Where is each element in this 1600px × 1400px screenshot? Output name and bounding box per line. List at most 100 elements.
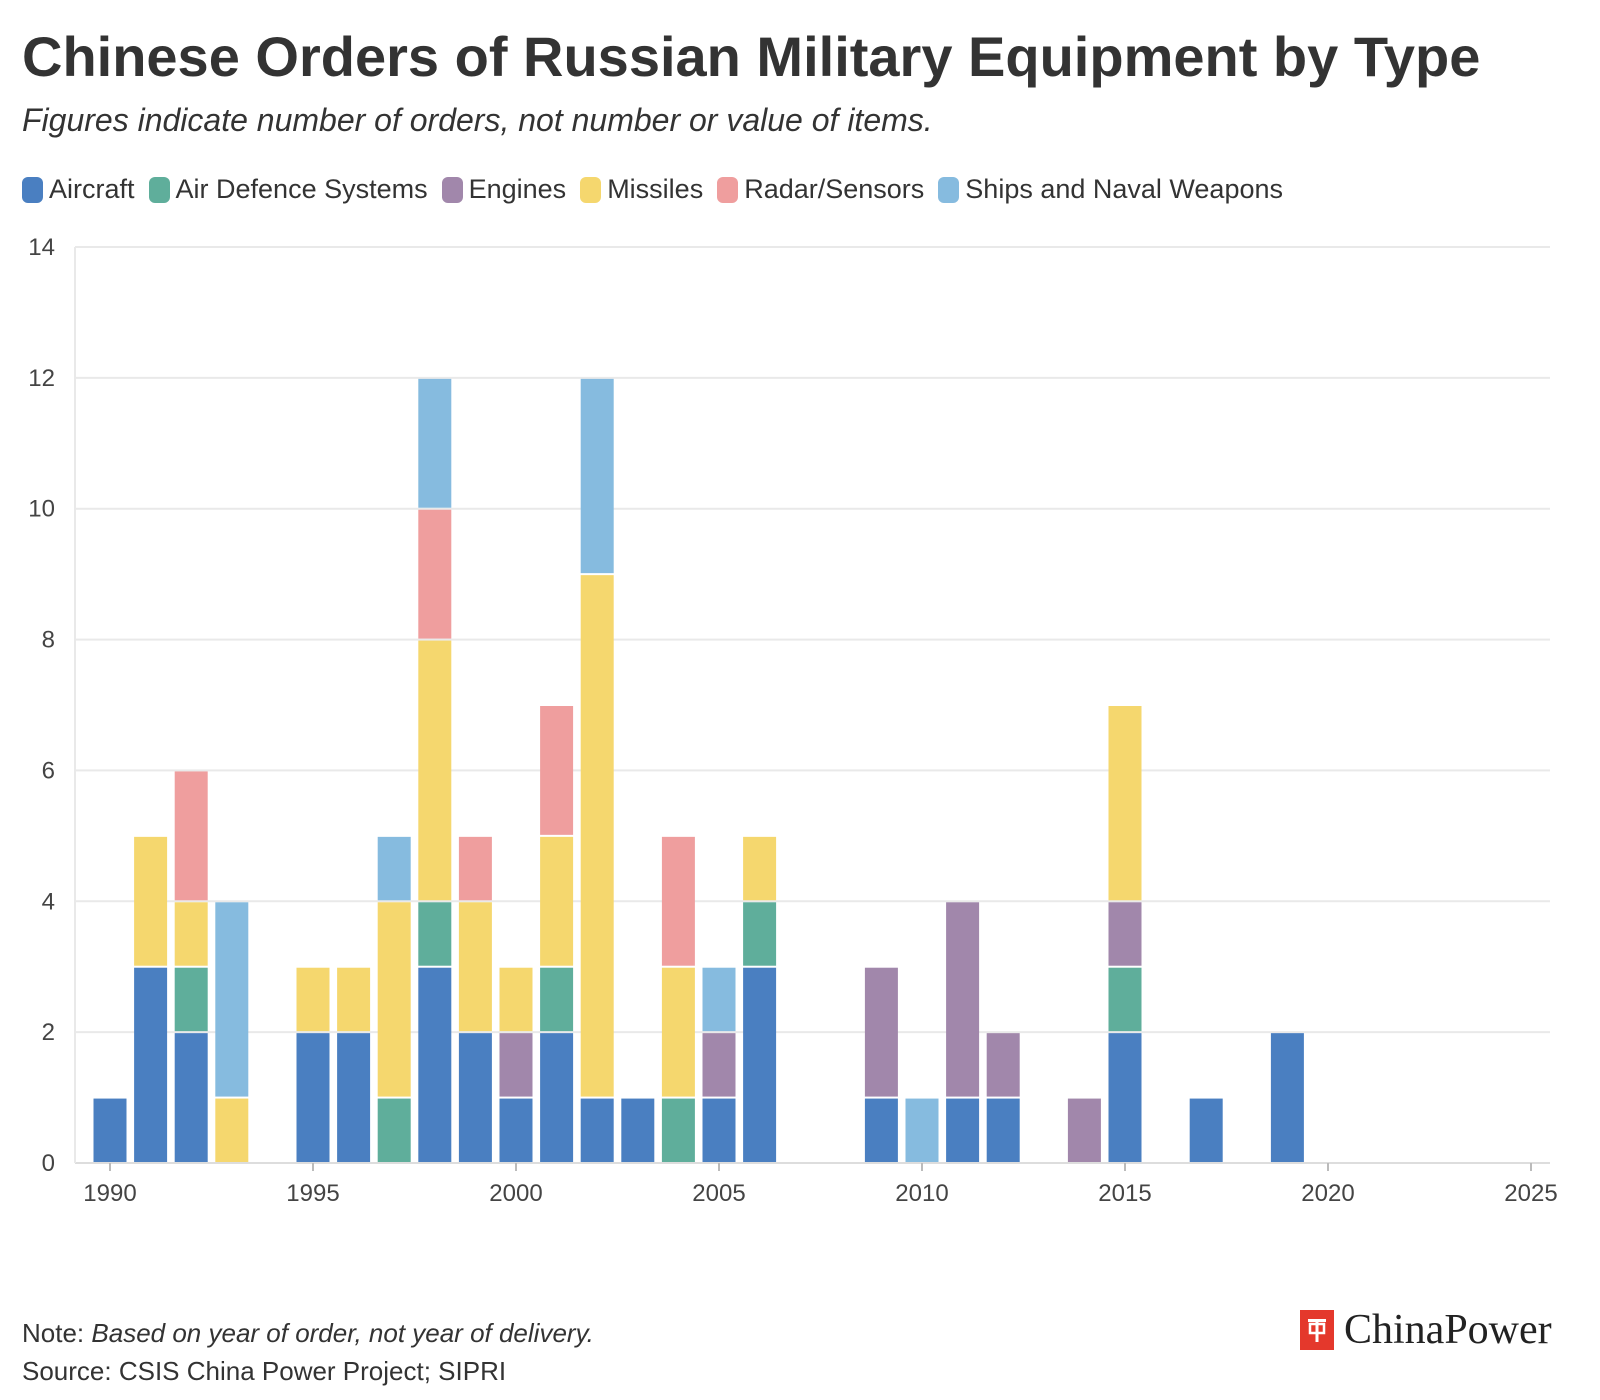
y-tick-label: 6 xyxy=(42,757,55,784)
bar-1991-0[interactable] xyxy=(134,967,168,1162)
x-tick-label: 2005 xyxy=(692,1180,745,1207)
legend-label: Aircraft xyxy=(49,174,135,204)
bar-1991-3[interactable] xyxy=(134,836,168,966)
x-tick-label: 2010 xyxy=(895,1180,948,1207)
chinapower-logo: ChinaPower xyxy=(1300,1306,1552,1354)
x-tick-label: 2000 xyxy=(489,1180,542,1207)
bar-2011-0[interactable] xyxy=(946,1098,980,1162)
bar-1998-1[interactable] xyxy=(418,902,452,966)
x-tick-label: 1990 xyxy=(83,1180,136,1207)
bar-1992-3[interactable] xyxy=(174,902,208,966)
bar-1996-0[interactable] xyxy=(337,1033,371,1162)
bar-1999-0[interactable] xyxy=(458,1033,492,1162)
note-label: Note: xyxy=(22,1318,85,1348)
y-tick-label: 12 xyxy=(28,365,55,392)
x-tick-label: 2025 xyxy=(1504,1180,1557,1207)
bar-1999-4[interactable] xyxy=(458,836,492,901)
y-tick-label: 10 xyxy=(28,496,55,523)
bar-1999-3[interactable] xyxy=(458,902,492,1032)
bar-2015-3[interactable] xyxy=(1108,706,1142,901)
legend-swatch xyxy=(938,176,960,203)
bar-2006-0[interactable] xyxy=(743,967,777,1162)
bar-2002-3[interactable] xyxy=(580,575,614,1097)
note-text: Based on year of order, not year of deli… xyxy=(91,1318,594,1348)
x-tick-label: 1995 xyxy=(286,1180,339,1207)
legend-item-3[interactable]: Missiles xyxy=(580,174,703,205)
legend-swatch xyxy=(441,176,463,203)
legend-item-5[interactable]: Ships and Naval Weapons xyxy=(938,174,1283,205)
bar-2015-1[interactable] xyxy=(1108,967,1142,1032)
chinapower-mark-icon xyxy=(1300,1310,1334,1350)
bar-2005-0[interactable] xyxy=(702,1098,736,1162)
bar-1995-0[interactable] xyxy=(296,1033,330,1162)
legend-label: Air Defence Systems xyxy=(175,174,428,204)
bar-2005-5[interactable] xyxy=(702,967,736,1032)
bar-1992-1[interactable] xyxy=(174,967,208,1032)
bar-2004-1[interactable] xyxy=(661,1098,695,1162)
legend-swatch xyxy=(148,176,170,203)
bar-2017-0[interactable] xyxy=(1189,1098,1223,1162)
bar-2001-3[interactable] xyxy=(540,836,574,966)
bar-2001-1[interactable] xyxy=(540,967,574,1032)
bar-2002-0[interactable] xyxy=(580,1098,614,1162)
bar-1997-1[interactable] xyxy=(377,1098,411,1162)
bar-1998-0[interactable] xyxy=(418,967,452,1162)
legend-swatch xyxy=(580,176,602,203)
y-tick-label: 4 xyxy=(42,888,55,915)
logo-text: ChinaPower xyxy=(1344,1307,1552,1353)
legend: Aircraft Air Defence Systems Engines Missil… xyxy=(22,174,1297,205)
chart-subtitle: Figures indicate number of orders, not n… xyxy=(22,102,933,138)
bar-1990-0[interactable] xyxy=(93,1098,127,1162)
bar-2004-4[interactable] xyxy=(661,836,695,966)
bar-2006-1[interactable] xyxy=(743,902,777,966)
bar-1998-3[interactable] xyxy=(418,640,452,901)
legend-item-0[interactable]: Aircraft xyxy=(22,174,135,205)
bar-2015-2[interactable] xyxy=(1108,902,1142,966)
bar-2005-2[interactable] xyxy=(702,1033,736,1097)
bar-1998-4[interactable] xyxy=(418,509,452,639)
bar-1993-5[interactable] xyxy=(215,902,249,1097)
x-tick-label: 2020 xyxy=(1301,1180,1354,1207)
bar-2002-5[interactable] xyxy=(580,378,614,574)
legend-item-4[interactable]: Radar/Sensors xyxy=(717,174,924,205)
y-tick-label: 8 xyxy=(42,627,55,654)
y-tick-label: 2 xyxy=(42,1019,55,1046)
bar-2000-2[interactable] xyxy=(499,1033,533,1097)
bar-2014-2[interactable] xyxy=(1067,1098,1101,1162)
note: Note: Based on year of order, not year o… xyxy=(22,1318,594,1349)
bar-2003-0[interactable] xyxy=(621,1098,655,1162)
bar-1992-0[interactable] xyxy=(174,1033,208,1162)
bar-1996-3[interactable] xyxy=(337,967,371,1032)
legend-label: Radar/Sensors xyxy=(744,174,925,204)
legend-swatch xyxy=(22,176,43,203)
legend-item-2[interactable]: Engines xyxy=(441,174,566,205)
bar-1992-4[interactable] xyxy=(174,771,208,901)
bar-1997-5[interactable] xyxy=(377,836,411,901)
bar-2001-4[interactable] xyxy=(540,706,574,835)
bar-2015-0[interactable] xyxy=(1108,1033,1142,1162)
chart-title: Chinese Orders of Russian Military Equip… xyxy=(22,25,1481,88)
bar-2006-3[interactable] xyxy=(743,836,777,901)
bar-1998-5[interactable] xyxy=(418,378,452,508)
y-tick-label: 14 xyxy=(28,234,55,261)
legend-label: Ships and Naval Weapons xyxy=(965,174,1283,204)
bar-2009-2[interactable] xyxy=(864,967,898,1097)
legend-label: Missiles xyxy=(607,174,704,204)
bar-2000-3[interactable] xyxy=(499,967,533,1032)
bar-1997-3[interactable] xyxy=(377,902,411,1097)
legend-swatch xyxy=(717,176,739,203)
bar-2000-0[interactable] xyxy=(499,1098,533,1162)
bar-2012-2[interactable] xyxy=(986,1033,1020,1097)
bar-2012-0[interactable] xyxy=(986,1098,1020,1162)
bar-2011-2[interactable] xyxy=(946,902,980,1097)
y-tick-label: 0 xyxy=(42,1150,55,1177)
bar-2010-5[interactable] xyxy=(905,1098,939,1162)
bar-1993-3[interactable] xyxy=(215,1098,249,1162)
bar-2004-3[interactable] xyxy=(661,967,695,1097)
bar-2001-0[interactable] xyxy=(540,1033,574,1162)
bar-2009-0[interactable] xyxy=(864,1098,898,1162)
bar-1995-3[interactable] xyxy=(296,967,330,1032)
bar-2019-0[interactable] xyxy=(1270,1033,1304,1162)
source: Source: CSIS China Power Project; SIPRI xyxy=(22,1356,507,1386)
legend-item-1[interactable]: Air Defence Systems xyxy=(148,174,428,205)
